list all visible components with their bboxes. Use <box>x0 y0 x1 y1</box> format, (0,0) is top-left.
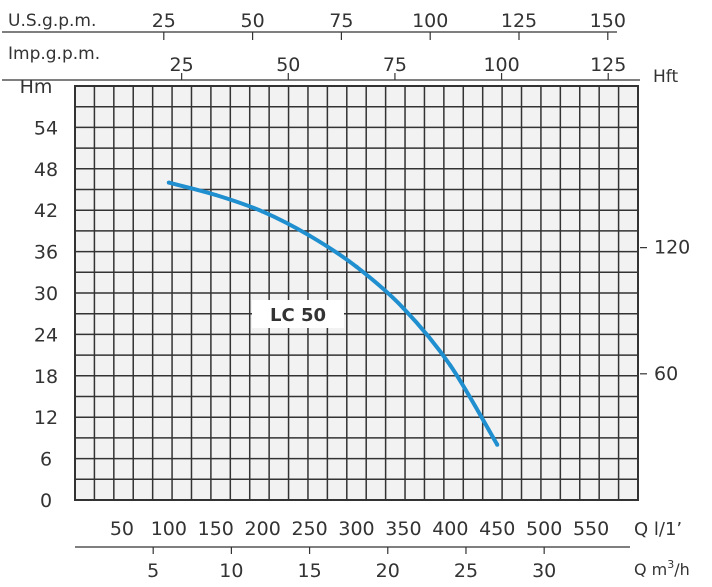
y-tick-label: 54 <box>34 117 58 139</box>
performance-curve-layer <box>166 180 500 447</box>
m3h-tick-label: 5 <box>147 560 159 582</box>
performance-curve-point <box>354 264 359 269</box>
usgpm-tick-label: 125 <box>501 10 537 32</box>
x-tick-label: 150 <box>198 518 234 540</box>
m3h-tick-label: 30 <box>532 560 556 582</box>
x-tick-label: 350 <box>385 518 421 540</box>
series-label-box <box>252 300 344 328</box>
y-tick-label: 36 <box>34 242 58 264</box>
y-tick-label: 0 <box>40 490 52 512</box>
y-tick-label: 30 <box>34 283 58 305</box>
m3h-axis-label: Q m3/h <box>634 558 690 579</box>
x-tick-label: 400 <box>432 518 468 540</box>
performance-curve-point <box>166 180 171 185</box>
performance-curve-point <box>307 233 312 238</box>
y-tick-label: 12 <box>34 407 58 429</box>
x-tick-label: 50 <box>110 518 134 540</box>
series-label: LC 50 <box>270 305 326 326</box>
usgpm-tick-label: 25 <box>152 10 176 32</box>
y-tick-label: 42 <box>34 200 58 222</box>
x-tick-label: 500 <box>526 518 562 540</box>
m3h-label-part: /h <box>674 560 690 579</box>
x-axis-label: Q l/1’ <box>634 519 682 540</box>
impgpm-tick-label: 25 <box>170 54 194 76</box>
performance-curve-point <box>401 306 406 311</box>
m3h-label-superscript: 3 <box>667 558 674 571</box>
usgpm-tick-label: 150 <box>590 10 626 32</box>
chart-axes <box>2 31 647 554</box>
performance-curve-point <box>495 442 500 447</box>
m3h-tick-label: 25 <box>454 560 478 582</box>
m3h-tick-label: 15 <box>297 560 321 582</box>
x-tick-label: 300 <box>338 518 374 540</box>
x-tick-label: 100 <box>151 518 187 540</box>
impgpm-tick-label: 75 <box>383 54 407 76</box>
impgpm-axis-label: Imp.g.p.m. <box>8 44 100 64</box>
impgpm-tick-label: 100 <box>483 54 519 76</box>
y-tick-label: 6 <box>40 449 52 471</box>
hft-tick-label: 120 <box>654 237 690 259</box>
usgpm-tick-label: 100 <box>412 10 448 32</box>
impgpm-tick-label: 125 <box>590 54 626 76</box>
m3h-tick-label: 20 <box>376 560 400 582</box>
hft-axis-label: Hft <box>653 67 678 87</box>
y-tick-label: 48 <box>34 159 58 181</box>
plot-grid <box>74 85 639 501</box>
performance-curve-point <box>448 363 453 368</box>
y-tick-label: 24 <box>34 324 58 346</box>
usgpm-tick-label: 50 <box>241 10 265 32</box>
x-tick-label: 550 <box>573 518 609 540</box>
y-axis-label: Hm <box>20 76 53 98</box>
impgpm-tick-label: 50 <box>276 54 300 76</box>
y-tick-label: 18 <box>34 366 58 388</box>
m3h-tick-label: 10 <box>219 560 243 582</box>
usgpm-tick-label: 75 <box>329 10 353 32</box>
x-tick-label: 250 <box>291 518 327 540</box>
performance-curve-point <box>260 209 265 214</box>
usgpm-axis-label: U.S.g.p.m. <box>8 11 96 31</box>
hft-tick-label: 60 <box>654 363 678 385</box>
m3h-label-part: Q m <box>634 560 667 579</box>
x-tick-label: 450 <box>479 518 515 540</box>
performance-curve-point <box>213 193 218 198</box>
x-tick-label: 200 <box>245 518 281 540</box>
